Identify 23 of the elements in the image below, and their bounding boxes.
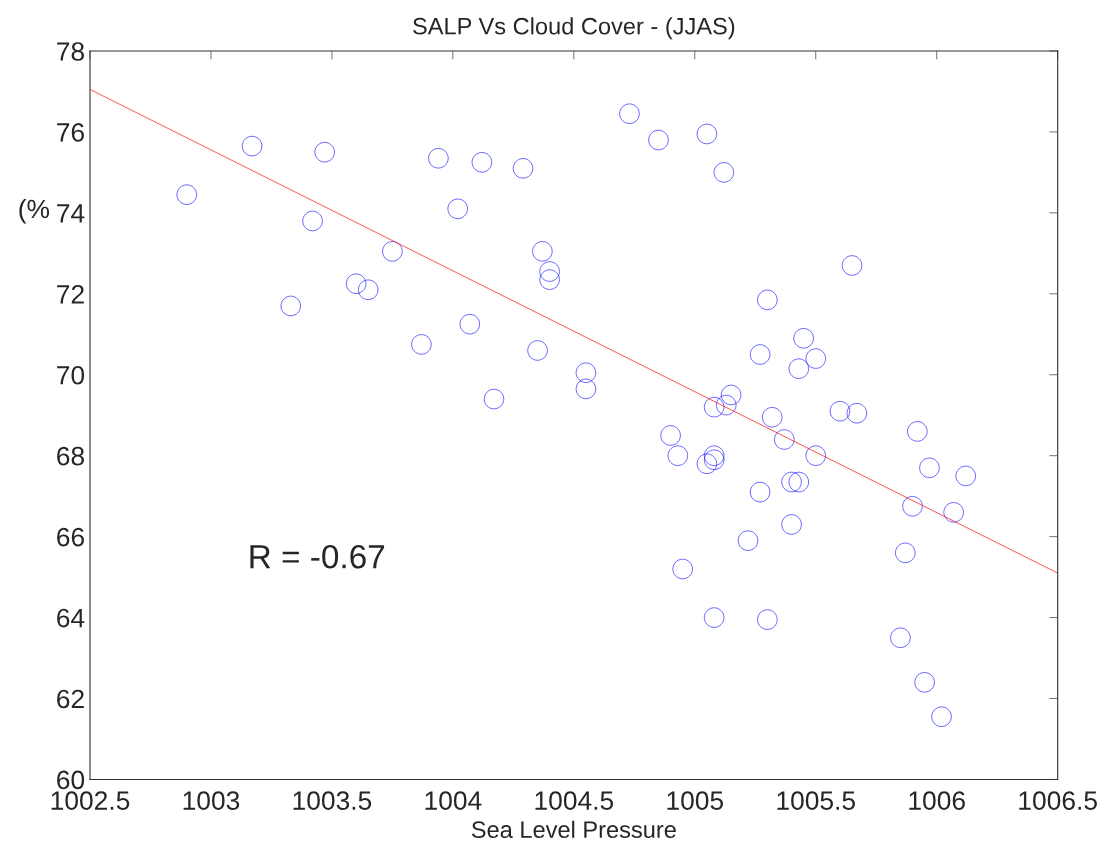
x-tick-label: 1005	[667, 791, 724, 810]
annotation: R = -0.67	[250, 544, 385, 569]
y-tick-label: 74	[57, 204, 85, 223]
chart-title: SALP Vs Cloud Cover - (JJAS)	[413, 17, 735, 40]
y-axis-title: (%	[19, 198, 50, 224]
y-tick-label: 60	[57, 770, 85, 790]
y-tick-label: 62	[57, 689, 84, 709]
y-tick-label: 78	[57, 42, 84, 61]
y-tick-label: 70	[57, 365, 85, 385]
x-tick-label: 1006.5	[1019, 791, 1097, 810]
y-tick-label: 76	[57, 123, 84, 142]
x-tick-label: 1004.5	[535, 791, 614, 810]
x-tick-label: 1003	[183, 791, 240, 810]
x-axis-title: Sea Level Pressure	[471, 820, 676, 839]
x-tick-label: 1005.5	[777, 791, 856, 810]
y-tick-label: 68	[57, 446, 84, 466]
y-tick-label: 66	[57, 527, 84, 547]
y-tick-label: 72	[57, 284, 84, 304]
x-tick-label: 1004	[425, 791, 482, 810]
x-tick-label: 1003.5	[293, 791, 372, 810]
y-tick-label: 64	[57, 608, 85, 628]
x-tick-label: 1006	[909, 791, 965, 810]
x-tick-label: 1002.5	[51, 791, 130, 810]
